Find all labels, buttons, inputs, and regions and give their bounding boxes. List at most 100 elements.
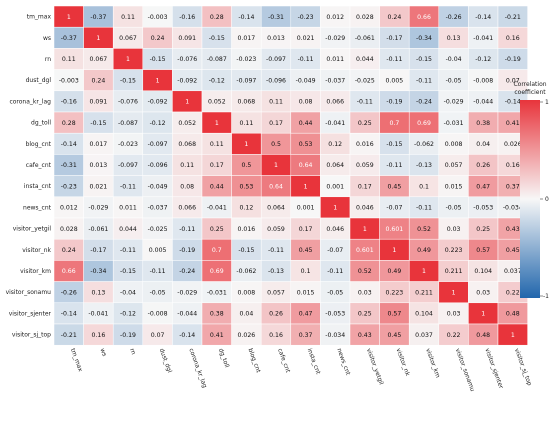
heatmap-cell-value: -0.096 [148, 162, 168, 169]
heatmap-cell-value: -0.05 [150, 289, 166, 296]
heatmap-cell-value: -0.023 [236, 56, 256, 63]
column-label: blog_cnt [247, 347, 262, 374]
heatmap-cell-value: 0.41 [506, 120, 520, 127]
heatmap-cell-value: 0.068 [178, 141, 196, 148]
heatmap-cell-value: 0.25 [210, 226, 224, 233]
heatmap-cell-value: 0.011 [119, 205, 137, 212]
heatmap-cell-value: 1 [452, 289, 456, 296]
heatmap-cell-value: -0.041 [325, 120, 345, 127]
heatmap-cell-value: -0.003 [59, 77, 79, 84]
heatmap-cell-value: 1 [96, 35, 100, 42]
heatmap-cell-value: 0.091 [90, 99, 108, 106]
heatmap-cell-value: 0.03 [476, 289, 490, 296]
heatmap-cell-value: 0.37 [299, 332, 313, 339]
heatmap-cell-value: -0.11 [179, 226, 195, 233]
heatmap-cell-value: 0.24 [388, 14, 402, 21]
heatmap-cell-value: 0.015 [297, 289, 315, 296]
heatmap-cell-value: -0.05 [446, 77, 462, 84]
heatmap-cell-value: -0.097 [118, 162, 138, 169]
heatmap-cell-value: -0.061 [88, 226, 108, 233]
heatmap-cell-value: 0.25 [476, 226, 490, 233]
heatmap-cell-value: -0.087 [207, 56, 227, 63]
heatmap-cell-value: -0.034 [325, 332, 345, 339]
heatmap-cell-value: -0.029 [177, 289, 197, 296]
heatmap-cell-value: 0.052 [208, 99, 226, 106]
heatmap-cell-value: -0.11 [268, 247, 284, 254]
heatmap-cell-value: 0.45 [388, 332, 402, 339]
heatmap-cell-value: -0.19 [386, 99, 402, 106]
heatmap-cell-value: -0.031 [207, 289, 227, 296]
heatmap-cell-value: -0.13 [268, 268, 284, 275]
heatmap-cell-value: 0.11 [62, 56, 76, 63]
heatmap-cell-value: 0.016 [238, 226, 256, 233]
heatmap-cell-value: 0.66 [417, 14, 431, 21]
heatmap-cell-value: 1 [185, 99, 189, 106]
heatmap-cell-value: -0.24 [416, 99, 432, 106]
heatmap-cell-value: 1 [244, 141, 248, 148]
heatmap-cell-value: -0.05 [446, 205, 462, 212]
column-label: dg_toll [217, 347, 231, 368]
colorbar-gradient [520, 100, 540, 298]
heatmap-cell-value: 0.5 [241, 162, 251, 169]
row-label: tm_max [27, 14, 52, 21]
heatmap-cell-value: -0.11 [150, 268, 166, 275]
heatmap-cell-value: -0.029 [444, 99, 464, 106]
row-label: corona_kr_lag [9, 98, 51, 105]
heatmap-cell-value: 0.13 [447, 35, 461, 42]
row-label: insta_cnt [24, 183, 52, 190]
column-label: visitor_sj_top [513, 347, 533, 386]
heatmap-cell-value: 0.08 [299, 99, 313, 106]
heatmap-cell-value: 0.28 [210, 14, 224, 21]
heatmap-cell-value: 0.5 [271, 141, 281, 148]
heatmap-cell-value: -0.26 [61, 289, 77, 296]
heatmap-cell-value: 0.45 [506, 247, 520, 254]
colorbar-tick-label-mid: 0 [545, 196, 549, 203]
heatmap-cell-value: -0.003 [148, 14, 168, 21]
heatmap-cell-value: 0.44 [299, 120, 313, 127]
heatmap-cell-value: 0.28 [62, 120, 76, 127]
heatmap-cell-value: -0.19 [505, 56, 521, 63]
heatmap-cell-value: 0.028 [356, 14, 374, 21]
heatmap-cell-value: -0.053 [473, 205, 493, 212]
heatmap-cell-value: 0.066 [326, 99, 344, 106]
heatmap-cell-value: -0.15 [90, 120, 106, 127]
heatmap-cell-value: 0.7 [389, 120, 399, 127]
colorbar-tick-label-bot: -1 [543, 293, 549, 300]
heatmap-cell-value: -0.15 [120, 77, 136, 84]
heatmap-cell-value: 0.067 [119, 35, 137, 42]
column-label: corona_kr_lag [187, 347, 208, 389]
heatmap-cell-value: 1 [126, 56, 130, 63]
heatmap-cell-value: -0.076 [177, 56, 197, 63]
heatmap-cell-value: -0.19 [120, 332, 136, 339]
heatmap-cell-value: -0.15 [150, 56, 166, 63]
heatmap-cell-value: 1 [215, 120, 219, 127]
heatmap-cell-value: -0.11 [416, 205, 432, 212]
heatmap-cell-value: 0.012 [326, 14, 344, 21]
heatmap-cell-value: 0.37 [506, 183, 520, 190]
heatmap-cell-value: -0.12 [209, 77, 225, 84]
heatmap-cell-value: 0.005 [149, 247, 167, 254]
heatmap-cell-value: -0.11 [416, 77, 432, 84]
heatmap-cell-value: 0.12 [240, 205, 254, 212]
heatmap-cell-value: 0.044 [356, 56, 374, 63]
heatmap-cell-value: 0.11 [121, 14, 135, 21]
row-label: dg_toll [31, 120, 51, 127]
heatmap-cell-value: 1 [392, 247, 396, 254]
heatmap-cell-value: -0.12 [150, 120, 166, 127]
row-label: cafe_cnt [26, 162, 52, 169]
heatmap-cell-value: 0.44 [210, 183, 224, 190]
heatmap-cell-value: -0.26 [446, 14, 462, 21]
heatmap-cell-value: 0.211 [415, 289, 433, 296]
heatmap-cell-value: 0.66 [62, 268, 76, 275]
heatmap-cell [497, 323, 528, 346]
heatmap-cell-value: -0.37 [90, 14, 106, 21]
heatmap-cell-value: 0.64 [299, 162, 313, 169]
heatmap-cell-value: 0.11 [240, 120, 254, 127]
heatmap-cell-value: -0.097 [266, 56, 286, 63]
heatmap-cell-value: 0.47 [299, 311, 313, 318]
heatmap-cell-value: 0.044 [119, 226, 137, 233]
row-label: ws [43, 35, 51, 42]
heatmap-cell-value: 0.52 [358, 268, 372, 275]
heatmap-cell-value: 0.22 [506, 289, 520, 296]
